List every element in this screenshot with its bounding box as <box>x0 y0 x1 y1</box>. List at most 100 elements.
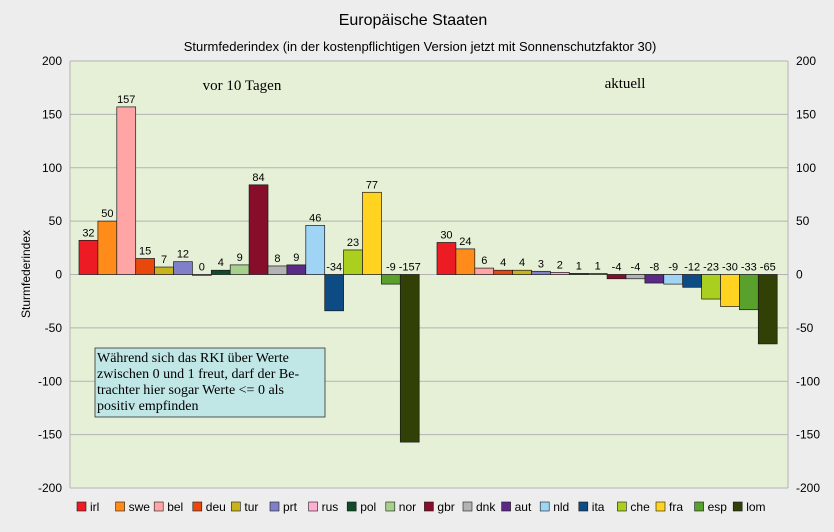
bar-aut-before <box>286 264 307 275</box>
bar-fra-current <box>720 274 740 307</box>
data-label: 9 <box>237 252 243 264</box>
bar-esp-before <box>381 274 401 285</box>
y-tick-label-left: 100 <box>42 161 62 175</box>
legend-swatch-nld <box>539 501 550 512</box>
y-tick-label-left: 50 <box>49 214 63 228</box>
bar-gbr-current <box>606 274 627 280</box>
annotation-line-3: trachter hier sogar Werte <= 0 als <box>97 383 284 398</box>
y-tick-label-right: -100 <box>796 374 820 388</box>
legend-swatch-fra <box>655 501 666 512</box>
data-label: 3 <box>538 258 544 270</box>
bar-swe-current <box>455 248 476 275</box>
data-label: 4 <box>500 257 506 269</box>
bar-nor-current <box>587 273 608 275</box>
bar-rus-current <box>550 272 570 275</box>
bar-pol-current <box>568 273 589 275</box>
legend-label-esp: esp <box>708 500 728 514</box>
bar-dnk-before <box>267 265 288 275</box>
legend-swatch-tur <box>231 501 241 512</box>
legend-swatch-lom <box>732 501 743 512</box>
data-label: 77 <box>366 179 378 191</box>
data-label: -9 <box>668 262 678 274</box>
legend-label-irl: irl <box>90 500 99 514</box>
legend-label-nld: nld <box>553 500 569 514</box>
chart-subtitle: Sturmfederindex (in der kostenpflichtige… <box>184 39 657 54</box>
bar-irl-before <box>78 239 99 275</box>
y-tick-label-left: -50 <box>45 321 63 335</box>
data-label: 23 <box>347 237 359 249</box>
bar-aut-current <box>644 274 665 284</box>
bars <box>78 106 778 443</box>
data-label: 4 <box>519 257 525 269</box>
bar-tur-current <box>512 269 532 275</box>
bar-lom-current <box>757 274 778 345</box>
data-label: -9 <box>386 262 396 274</box>
legend-swatch-aut <box>501 501 511 512</box>
legend: irl swe bel deu tur prt rus pol nor gbr dnk aut nld i… <box>76 500 766 514</box>
legend-swatch-esp <box>694 501 704 512</box>
bar-deu-before <box>135 258 155 275</box>
group-label-current: aktuell <box>605 76 646 92</box>
data-label: 1 <box>576 260 582 272</box>
data-label: -30 <box>722 262 738 274</box>
bar-rus-before <box>192 274 212 276</box>
data-label: 4 <box>218 257 224 269</box>
data-label: 12 <box>177 249 189 261</box>
legend-label-rus: rus <box>322 500 339 514</box>
y-tick-label-right: -50 <box>796 321 814 335</box>
legend-label-pol: pol <box>360 500 376 514</box>
legend-swatch-ita <box>578 501 589 512</box>
data-label: 8 <box>274 253 280 265</box>
legend-label-dnk: dnk <box>476 500 496 514</box>
bar-gbr-before <box>248 184 269 275</box>
y-axis-right: 200 150 100 50 0 -50 -100 -150 -200 <box>796 54 820 495</box>
bar-esp-current <box>739 274 759 311</box>
legend-label-deu: deu <box>206 500 226 514</box>
data-label: 84 <box>252 172 264 184</box>
y-tick-label-right: 200 <box>796 54 816 68</box>
y-tick-label-left: 200 <box>42 54 62 68</box>
annotation-line-2: zwischen 0 und 1 freut, darf der Be- <box>97 367 299 382</box>
annotation-line-1: Während sich das RKI über Werte <box>97 351 289 366</box>
data-label: -34 <box>326 262 342 274</box>
data-label: -4 <box>612 262 622 274</box>
legend-label-nor: nor <box>399 500 416 514</box>
data-label: -33 <box>741 262 757 274</box>
data-label: 0 <box>199 262 205 274</box>
legend-swatch-prt <box>269 501 280 512</box>
data-label: 9 <box>293 252 299 264</box>
y-tick-label-left: 150 <box>42 107 62 121</box>
chart-title: Europäische Staaten <box>339 12 488 29</box>
legend-label-fra: fra <box>669 500 683 514</box>
bar-irl-current <box>436 242 457 275</box>
legend-label-tur: tur <box>244 500 258 514</box>
bar-deu-current <box>493 269 513 275</box>
legend-label-gbr: gbr <box>437 500 454 514</box>
data-label: -8 <box>649 262 659 274</box>
legend-label-che: che <box>630 500 650 514</box>
data-label: 30 <box>440 229 452 241</box>
bar-dnk-current <box>625 274 646 280</box>
legend-swatch-che <box>617 501 627 512</box>
legend-swatch-irl <box>76 501 87 512</box>
legend-swatch-swe <box>115 501 125 512</box>
bar-nld-current <box>663 274 684 285</box>
legend-label-lom: lom <box>746 500 765 514</box>
data-label: 6 <box>481 255 487 267</box>
group-label-before: vor 10 Tagen <box>203 78 282 94</box>
y-tick-label-right: 50 <box>796 214 810 228</box>
bar-ita-current <box>682 274 702 288</box>
bar-bel-before <box>116 106 137 275</box>
legend-label-swe: swe <box>129 500 151 514</box>
y-axis-label: Sturmfederindex <box>19 230 33 318</box>
y-tick-label-left: -100 <box>38 374 62 388</box>
y-tick-label-left: 0 <box>55 268 62 282</box>
bar-tur-before <box>154 266 174 275</box>
y-axis-left: 200 150 100 50 0 -50 -100 -150 -200 <box>38 54 62 495</box>
data-label: -12 <box>684 262 700 274</box>
data-label: -4 <box>631 262 641 274</box>
y-tick-label-left: -200 <box>38 481 62 495</box>
bar-prt-current <box>531 270 551 275</box>
legend-label-bel: bel <box>167 500 183 514</box>
data-label: 15 <box>139 245 151 257</box>
